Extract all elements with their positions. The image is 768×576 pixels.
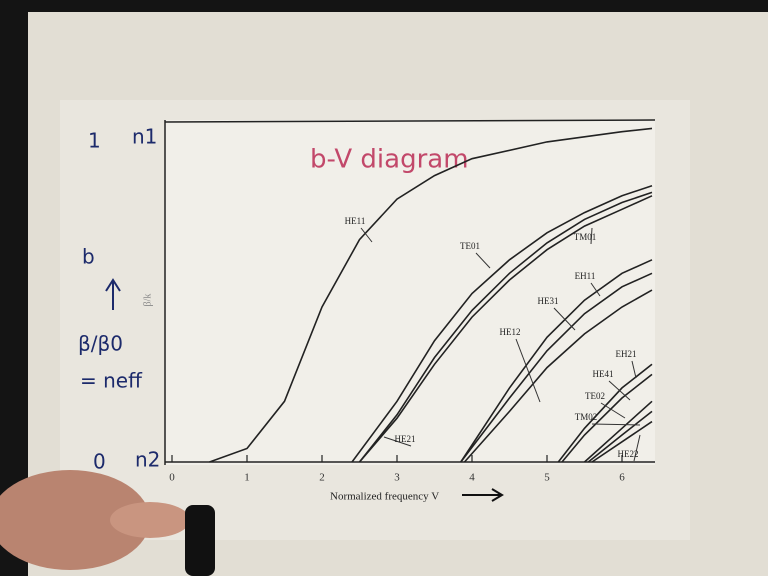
x-tick-label: 2: [319, 472, 325, 484]
series-label: HE31: [538, 296, 559, 306]
finger: [110, 502, 190, 538]
hand-label: = neff: [80, 369, 143, 393]
series-label: TE02: [585, 391, 605, 401]
series-label: EH21: [616, 349, 637, 359]
hand-label: n1: [132, 125, 157, 149]
series-label: HE22: [618, 449, 639, 459]
chart-title: b-V diagram: [310, 145, 469, 175]
x-tick-label: 3: [394, 472, 400, 484]
x-tick-label: 4: [469, 472, 475, 484]
screenshot: b-V diagram Normalized frequency V β/k 1…: [0, 0, 768, 576]
series-label: TM01: [574, 232, 597, 242]
hand-label: b: [82, 245, 95, 269]
hand-label: β/β0: [78, 332, 123, 356]
pen: [185, 505, 215, 576]
x-tick-label: 6: [619, 472, 625, 484]
hand-label: 0: [93, 450, 106, 474]
y-axis-label: β/k: [142, 294, 153, 307]
hand-label: 1: [88, 129, 101, 153]
hand-label: n2: [135, 448, 160, 472]
series-label: HE11: [345, 216, 366, 226]
series-label: TE01: [460, 241, 480, 251]
series-label: EH11: [575, 271, 596, 281]
series-label: HE12: [500, 327, 521, 337]
x-axis-label: Normalized frequency V: [330, 491, 439, 503]
x-tick-label: 5: [544, 472, 550, 484]
x-tick-label: 1: [244, 472, 250, 484]
series-label: HE21: [395, 434, 416, 444]
series-label: HE41: [593, 369, 614, 379]
series-label: TM02: [575, 412, 598, 422]
x-tick-label: 0: [169, 472, 175, 484]
